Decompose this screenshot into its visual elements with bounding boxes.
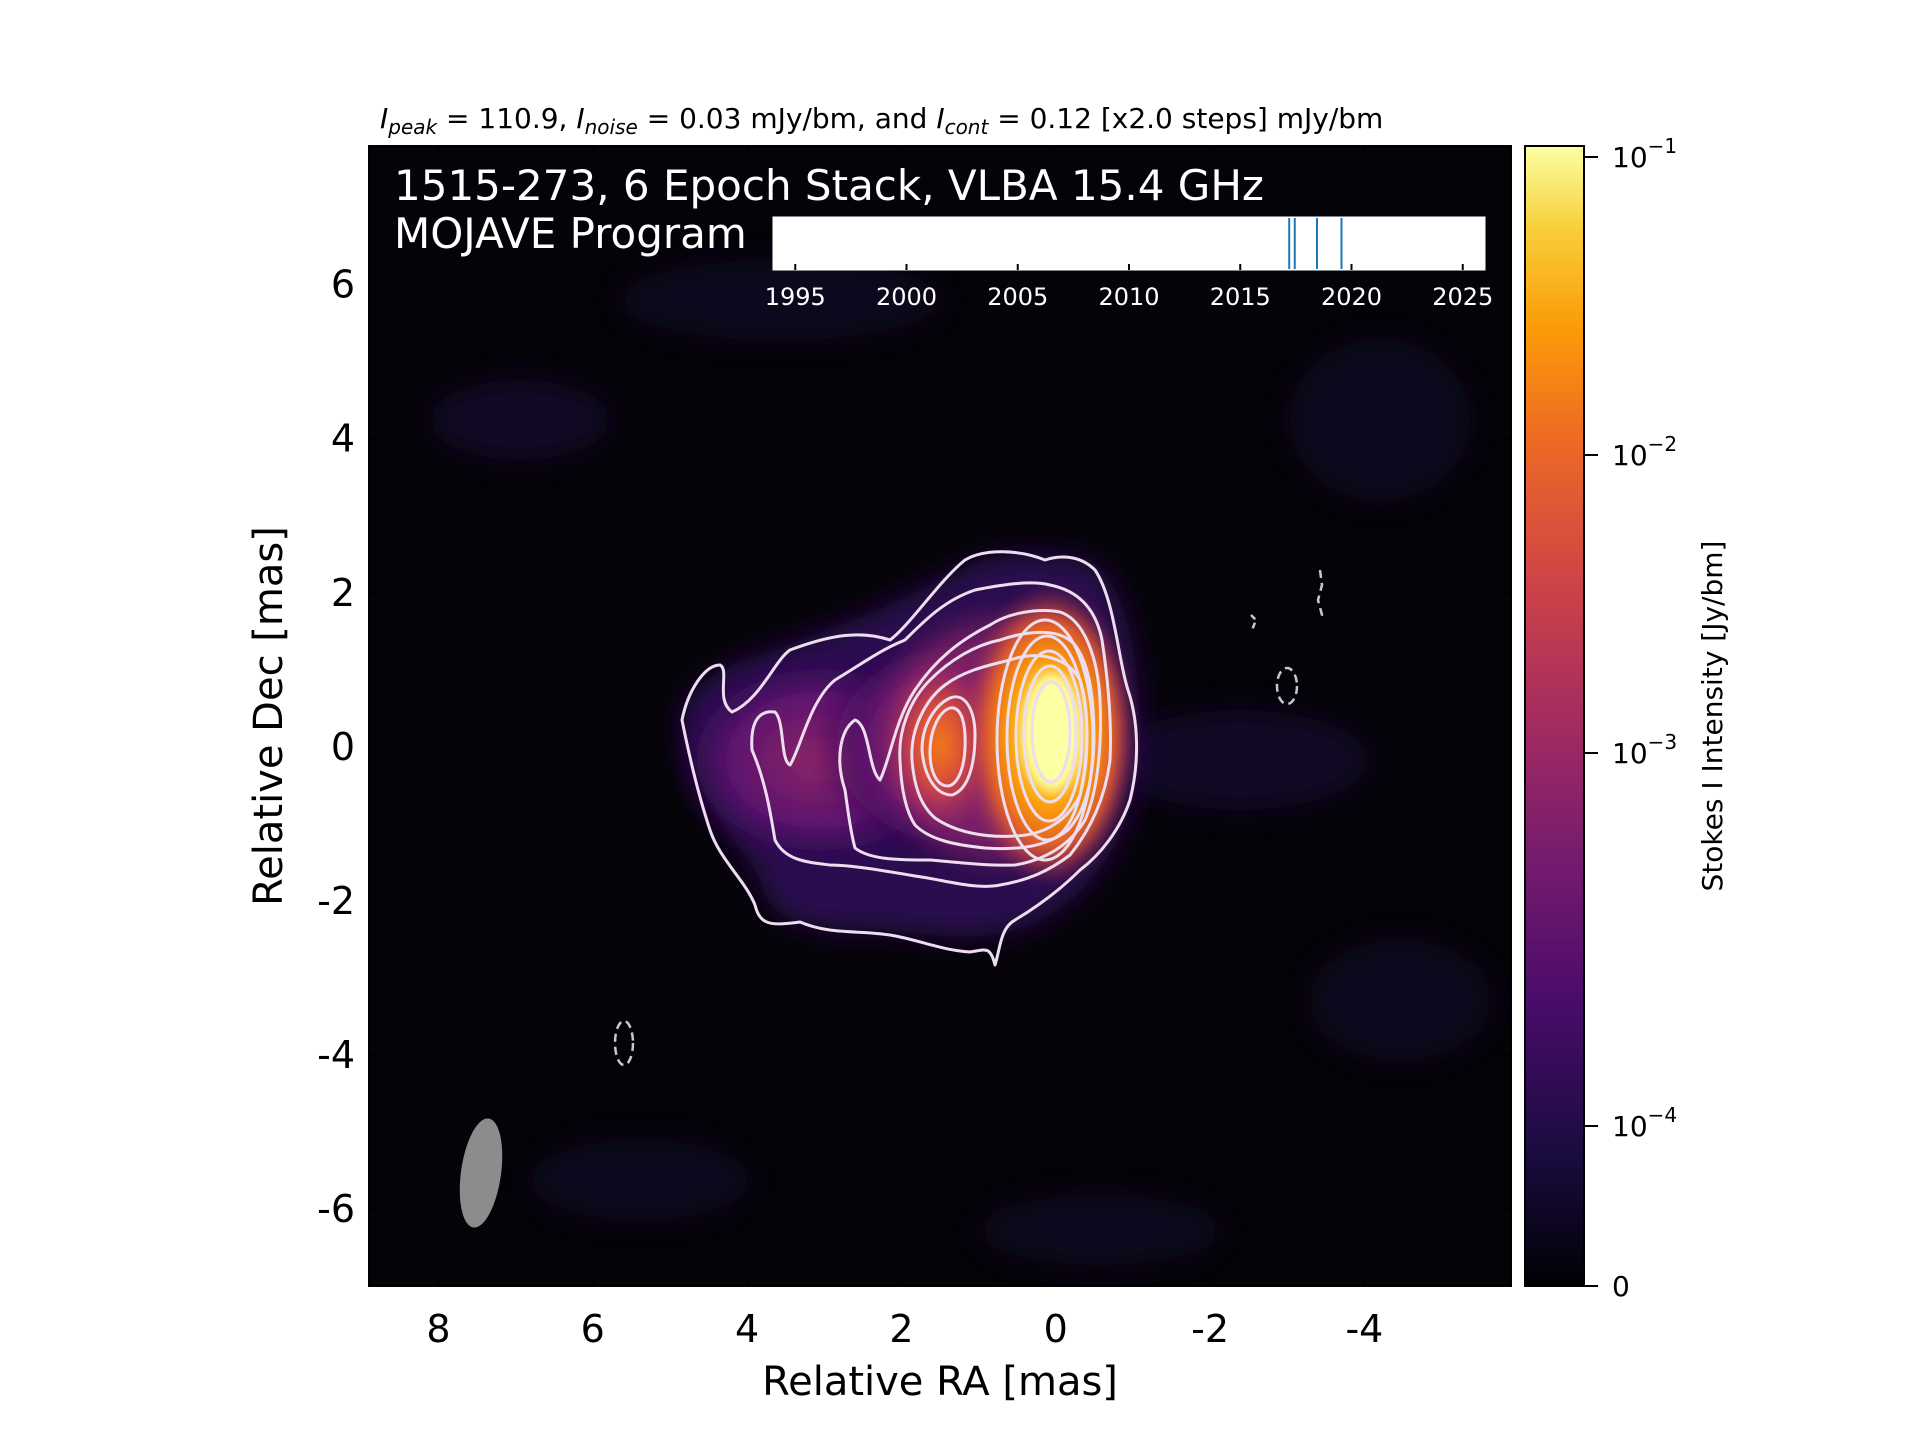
x-tick-label: 4 bbox=[735, 1307, 759, 1351]
timeline-tick-label: 2000 bbox=[876, 283, 937, 311]
timeline-epochs bbox=[1288, 218, 1343, 269]
timeline-tick-label: 2015 bbox=[1210, 283, 1271, 311]
image-plot: 1515-273, 6 Epoch Stack, VLBA 15.4 GHz M… bbox=[369, 146, 1511, 1286]
colorbar-tick-label: 10−3 bbox=[1612, 730, 1677, 770]
colorbar-ticks: 10−1 10−2 10−3 10−4 0 bbox=[1584, 134, 1677, 1303]
timeline-tick-label: 2005 bbox=[987, 283, 1048, 311]
contour-level-1 bbox=[680, 550, 1139, 967]
colorbar-tick-label: 0 bbox=[1612, 1270, 1630, 1303]
y-tick-label: -6 bbox=[317, 1187, 355, 1231]
y-tick-label: 4 bbox=[331, 417, 355, 461]
contour-level-2 bbox=[750, 581, 1113, 888]
contour-level-11 bbox=[1022, 664, 1078, 804]
noise-patches bbox=[430, 260, 1490, 1265]
colorbar-label: Stokes I Intensity [Jy/bm] bbox=[1696, 541, 1729, 892]
contour-level-8 bbox=[995, 618, 1095, 862]
x-tick-label: -2 bbox=[1191, 1307, 1229, 1351]
contours bbox=[613, 550, 1324, 1067]
colorbar-tick-label: 10−4 bbox=[1612, 1103, 1677, 1143]
contour-level-10 bbox=[1014, 649, 1084, 823]
x-axis-label: Relative RA [mas] bbox=[762, 1359, 1118, 1405]
timeline-tick-label: 1995 bbox=[765, 283, 826, 311]
negative-contour bbox=[1316, 569, 1324, 621]
timeline-tick-label: 2010 bbox=[1098, 283, 1159, 311]
contour-level-9 bbox=[1005, 634, 1089, 842]
overlay-title-line-1: 1515-273, 6 Epoch Stack, VLBA 15.4 GHz bbox=[394, 161, 1264, 210]
colorbar-gradient bbox=[1524, 145, 1585, 1287]
negative-contour bbox=[1250, 614, 1258, 631]
y-axis-ticks: 6 4 2 0 -2 -4 -6 bbox=[317, 263, 1511, 1231]
colorbar-tick-label: 10−1 bbox=[1612, 134, 1677, 174]
contour-level-3 bbox=[838, 609, 1102, 867]
timeline-tick-label: 2025 bbox=[1432, 283, 1493, 311]
contour-level-7 bbox=[928, 706, 967, 788]
x-tick-label: 2 bbox=[889, 1307, 913, 1351]
y-tick-label: -4 bbox=[317, 1033, 355, 1077]
contour-level-6 bbox=[920, 695, 977, 797]
colorbar: 10−1 10−2 10−3 10−4 0 Stokes I Intensity [Jy… bbox=[1524, 134, 1729, 1303]
timeline-ticks: 1995 2000 2005 2010 2015 2020 2025 bbox=[765, 264, 1493, 311]
x-tick-label: 0 bbox=[1044, 1307, 1068, 1351]
timeline-tick-label: 2020 bbox=[1321, 283, 1382, 311]
chart-title: Ipeak = 110.9, Inoise = 0.03 mJy/bm, and… bbox=[380, 102, 1383, 139]
timeline-box bbox=[772, 216, 1486, 271]
contour-level-12 bbox=[1030, 680, 1072, 784]
negative-contour bbox=[613, 1019, 635, 1067]
overlay-title-line-2: MOJAVE Program bbox=[394, 209, 747, 258]
beam-ellipse bbox=[459, 1118, 503, 1228]
y-tick-label: 6 bbox=[331, 263, 355, 307]
y-tick-label: 0 bbox=[331, 725, 355, 769]
plot-frame bbox=[368, 145, 1512, 1287]
y-tick-label: 2 bbox=[331, 571, 355, 615]
x-axis-ticks: 8 6 4 2 0 -2 -4 bbox=[426, 146, 1383, 1351]
x-tick-label: 8 bbox=[426, 1307, 450, 1351]
y-axis-label: Relative Dec [mas] bbox=[246, 526, 292, 906]
x-tick-label: 6 bbox=[581, 1307, 605, 1351]
x-tick-label: -4 bbox=[1345, 1307, 1383, 1351]
colorbar-tick-label: 10−2 bbox=[1612, 432, 1677, 472]
negative-contour bbox=[1275, 666, 1299, 706]
epoch-timeline: 1995 2000 2005 2010 2015 2020 2025 bbox=[765, 216, 1493, 311]
y-tick-label: -2 bbox=[317, 879, 355, 923]
